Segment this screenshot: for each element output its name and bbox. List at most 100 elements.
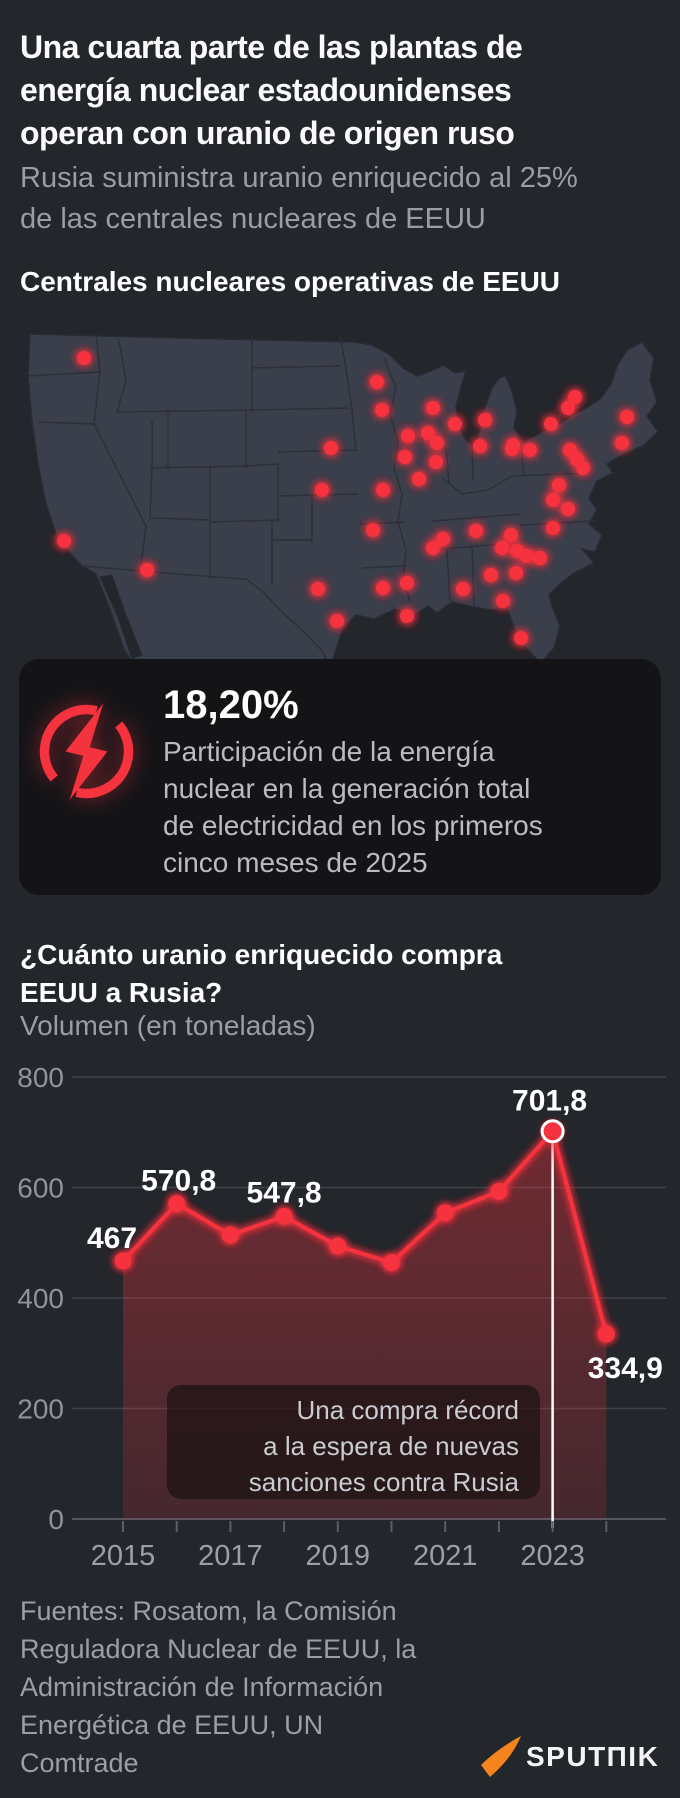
point-value-label: 547,8 [247,1176,322,1209]
plant-dot [421,426,435,440]
y-axis-label: 800 [17,1062,64,1093]
sputnik-flag-icon [481,1736,521,1777]
source-line: Administración de Información [20,1672,384,1702]
plant-dot [561,502,575,516]
x-axis-label: 2021 [413,1540,478,1572]
plant-dot [473,439,487,453]
plant-dot [533,551,547,565]
plant-dot [552,478,566,492]
plant-dot [484,568,498,582]
chart-section-heading: ¿Cuánto uranio enriquecido compra EEUU a… [20,936,502,1012]
stat-card: 18,20% Participación de la energía nucle… [19,659,661,895]
data-point [436,1204,454,1222]
source-line: Comtrade [20,1748,139,1778]
annotation-line: a la espera de nuevas [263,1431,519,1461]
plant-dot [456,582,470,596]
plant-dot [478,413,492,427]
data-point [275,1207,293,1225]
x-axis-label: 2017 [198,1540,263,1572]
y-axis-label: 200 [17,1394,64,1425]
plant-dot [398,450,412,464]
chart-units-label: Volumen (en toneladas) [20,1010,316,1041]
plant-dot [426,401,440,415]
plant-dot [495,541,509,555]
plant-dot [576,461,590,475]
lightning-bolt-icon [39,703,134,800]
plant-dot [370,375,384,389]
x-axis-label: 2015 [91,1540,156,1572]
plant-dot [561,401,575,415]
plant-dot [520,549,534,563]
plant-dot [546,521,560,535]
plant-dot [469,524,483,538]
gulf-of-california [99,574,143,660]
plant-dot [401,429,415,443]
plant-dot [615,436,629,450]
chart-heading-line: EEUU a Rusia? [20,977,223,1008]
plant-dot [505,442,519,456]
stat-desc-line: nuclear en la generación total [163,773,531,804]
data-point [597,1325,615,1343]
title-line: energía nuclear estadounidenses [20,72,512,108]
plant-dot [546,493,560,507]
plant-dot [568,390,582,404]
plant-dot [77,351,91,365]
nuclear-plant-dots [57,351,634,645]
plant-dot [544,417,558,431]
plant-dot [57,534,71,548]
data-point [383,1254,400,1272]
point-value-label: 334,9 [588,1352,663,1385]
subtitle-line: Rusia suministra uranio enriquecido al 2… [20,162,578,194]
title-line: operan con uranio de origen ruso [20,115,515,151]
data-point [490,1182,508,1200]
page-title: Una cuarta parte de las plantas de energ… [20,26,523,155]
stat-desc-line: de electricidad en los primeros [163,810,543,841]
plant-dot [330,614,344,628]
sources: Fuentes: Rosatom, la Comisión Reguladora… [20,1592,416,1782]
title-line: Una cuarta parte de las plantas de [20,29,523,65]
y-axis-label: 0 [48,1504,64,1535]
plant-dot [366,523,380,537]
plant-dot [324,441,338,455]
plant-dot [430,436,444,450]
plant-dot [412,472,426,486]
plant-dot [496,594,510,608]
source-line: Energética de EEUU, UN [20,1710,324,1740]
data-point [168,1195,186,1213]
stat-desc-line: cinco meses de 2025 [163,847,428,878]
uranium-imports-chart: 800 600 400 200 0 Una compra récord a la esper… [17,1062,666,1572]
plant-dot [375,403,389,417]
data-point [221,1226,239,1244]
plant-dot [376,483,390,497]
plant-dot [504,528,518,542]
plant-dot [429,455,443,469]
plant-dot [376,581,390,595]
stat-description: Participación de la energía nuclear en l… [163,733,543,881]
plant-dot [140,563,154,577]
sputnik-logo: SPUTПIK [480,1736,659,1778]
map-section-heading: Centrales nucleares operativas de EEUU [20,266,561,297]
plant-dot [448,417,462,431]
us-map [27,333,659,666]
series-line [121,1129,609,1335]
annotation-line: sanciones contra Rusia [249,1467,520,1497]
point-value-label: 467 [87,1222,137,1255]
highlighted-data-point [540,1119,565,1144]
plant-dot [436,532,450,546]
plant-dot [315,483,329,497]
source-line: Reguladora Nuclear de EEUU, la [20,1634,417,1664]
page-subtitle: Rusia suministra uranio enriquecido al 2… [20,158,578,240]
annotation-box [167,1385,540,1499]
chart-heading-line: ¿Cuánto uranio enriquecido compra [20,939,503,970]
us-landmass [27,333,659,666]
source-line: Fuentes: Rosatom, la Comisión [20,1596,397,1626]
x-axis-label: 2023 [520,1540,585,1572]
plant-dot [514,631,528,645]
plant-dot [620,410,634,424]
plant-dot [311,582,325,596]
plant-dot [400,576,414,590]
data-point [329,1237,347,1255]
plant-dot [523,443,537,457]
point-value-label: 570,8 [141,1165,216,1198]
